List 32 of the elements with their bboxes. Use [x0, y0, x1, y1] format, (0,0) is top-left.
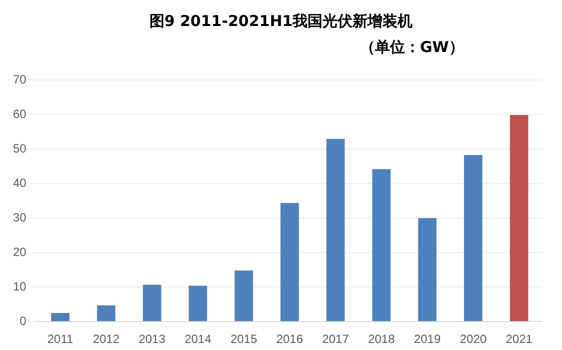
y-tick-label: 60: [12, 107, 27, 121]
y-tick-label: 50: [12, 141, 27, 156]
x-tick-label: 2019: [414, 332, 441, 346]
x-tick-label: 2011: [47, 332, 74, 346]
bar: [234, 270, 253, 322]
x-tick-label: 2021: [506, 332, 533, 346]
y-tick-label: 10: [12, 279, 27, 294]
bar: [510, 115, 528, 322]
bar: [96, 305, 116, 322]
bar: [188, 286, 208, 322]
bar: [372, 169, 391, 322]
y-tick-label: 0: [20, 314, 27, 328]
y-tick-label: 20: [12, 244, 27, 259]
bar: [464, 155, 482, 322]
bar: [51, 312, 70, 322]
y-tick-label: 70: [12, 72, 27, 87]
chart-subtitle: （单位：GW）: [360, 38, 464, 57]
x-tick-label: 2014: [184, 332, 212, 346]
bar: [142, 284, 162, 322]
x-tick-label: 2016: [276, 332, 304, 346]
x-tick-label: 2015: [230, 332, 258, 346]
y-tick-label: 30: [12, 210, 27, 224]
x-tick-label: 2020: [460, 332, 487, 346]
x-tick-label: 2018: [368, 332, 396, 346]
x-tick-label: 2012: [92, 332, 120, 346]
x-tick-label: 2017: [322, 332, 350, 346]
bar: [326, 138, 345, 322]
x-tick-label: 2013: [138, 332, 166, 346]
chart-title: 图9 2011-2021H1我国光伏新增装机: [148, 12, 414, 31]
bar: [418, 218, 436, 322]
y-tick-label: 40: [12, 176, 27, 190]
bar: [280, 202, 299, 322]
